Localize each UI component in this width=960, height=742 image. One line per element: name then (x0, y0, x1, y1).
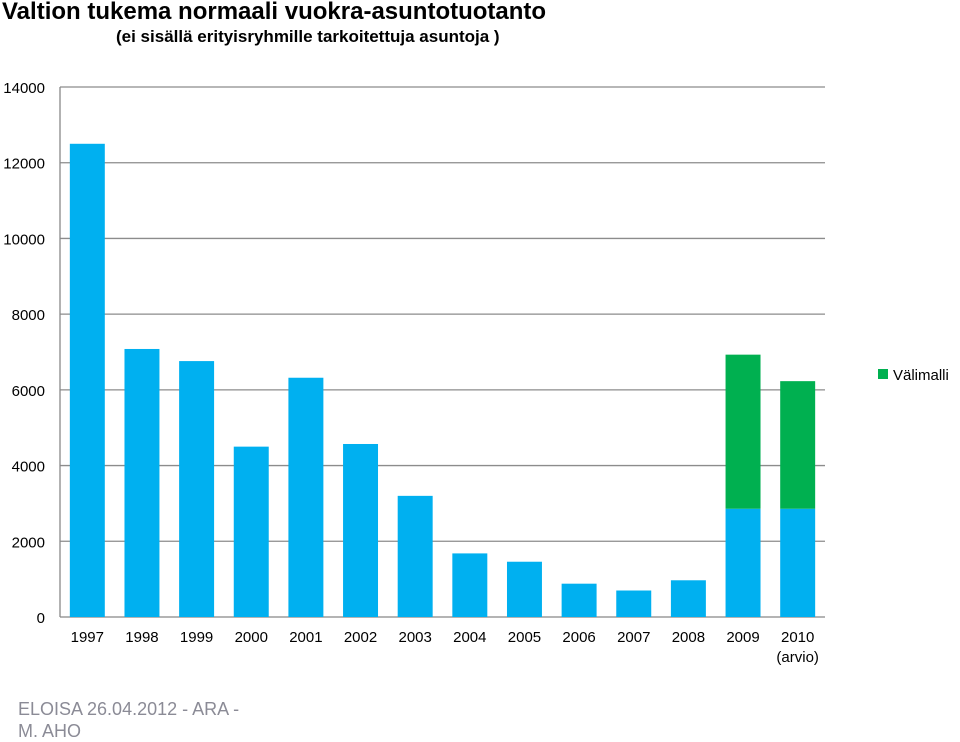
bar (179, 361, 215, 617)
bar (561, 583, 597, 617)
bar (69, 143, 105, 618)
x-tick-label: 2009 (726, 629, 759, 646)
footer-credit: ELOISA 26.04.2012 - ARA - M. AHO (18, 699, 240, 741)
x-tick-label: 2001 (289, 629, 322, 646)
bar-chart: 0 2000 4000 6000 8000 10000 12000 14000 1997 1998… (3, 80, 949, 666)
bar (780, 508, 816, 617)
y-tick-label: 0 (37, 610, 45, 627)
y-tick-label: 8000 (12, 307, 45, 324)
bar-valimalli (725, 354, 761, 509)
bar (233, 446, 269, 617)
x-tick-label: 2002 (344, 629, 377, 646)
x-tick-label: 2010 (781, 629, 814, 646)
chart-title: Valtion tukema normaali vuokra-asuntotuo… (2, 0, 547, 25)
y-tick-label: 10000 (3, 231, 45, 248)
x-tick-label: 1999 (180, 629, 213, 646)
bar (506, 561, 542, 617)
bar (725, 508, 761, 617)
x-tick-label: 2000 (235, 629, 268, 646)
y-tick-label: 12000 (3, 156, 45, 173)
y-tick-label: 14000 (3, 80, 45, 97)
bar (343, 443, 379, 617)
bar-valimalli (780, 381, 816, 509)
x-tick-label: 2006 (562, 629, 595, 646)
bar (616, 590, 652, 617)
x-tick-label: 2005 (508, 629, 541, 646)
x-tick-label: 2007 (617, 629, 650, 646)
x-tick-label: 1998 (125, 629, 158, 646)
x-tick-label: 2004 (453, 629, 486, 646)
chart-subtitle: (ei sisällä erityisryhmille tarkoitettuj… (116, 27, 500, 46)
bar (124, 348, 160, 617)
legend-label: Välimalli (893, 367, 949, 384)
y-tick-label: 4000 (12, 459, 45, 476)
bar (288, 377, 324, 617)
x-tick-label: (arvio) (776, 649, 819, 666)
bar (397, 495, 433, 617)
bar (670, 580, 706, 617)
legend-swatch (878, 369, 888, 379)
x-tick-label: 2003 (398, 629, 431, 646)
bar (452, 553, 488, 617)
y-tick-label: 2000 (12, 534, 45, 551)
y-tick-label: 6000 (12, 383, 45, 400)
x-tick-label: 1997 (71, 629, 104, 646)
x-tick-label: 2008 (672, 629, 705, 646)
